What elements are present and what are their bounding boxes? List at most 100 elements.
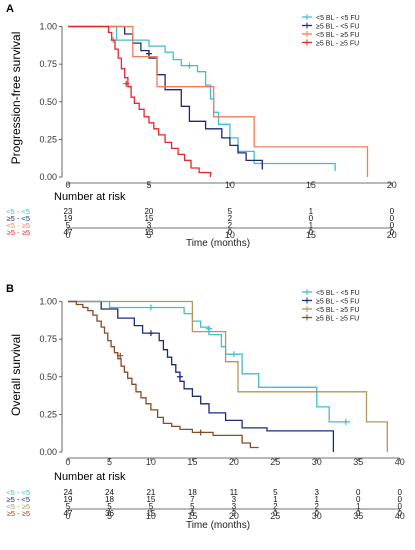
risk-value: 3 <box>315 488 320 497</box>
risk-row-label: ≥5 - ≥5 <box>7 509 30 518</box>
risk-value: 2 <box>228 214 233 223</box>
series-line-3 <box>68 300 388 452</box>
risk-value: 24 <box>64 488 73 497</box>
legend-entry: ≥5 BL - <5 FU <box>316 24 359 31</box>
x-tick-label: 0 <box>65 457 70 467</box>
risk-value: 0 <box>390 221 395 230</box>
x-tick-label: 10 <box>225 180 235 190</box>
risk-value: 15 <box>146 495 155 504</box>
y-tick-label: 0.00 <box>39 172 57 182</box>
censor-mark <box>176 373 183 380</box>
x-tick-label: 5 <box>107 457 112 467</box>
risk-axis-tick-label: 10 <box>225 230 235 240</box>
risk-row-label: ≥5 - <5 <box>6 214 30 223</box>
censor-mark <box>205 325 212 332</box>
risk-value: 0 <box>309 214 314 223</box>
risk-value: 3 <box>232 495 237 504</box>
risk-value: 5 <box>228 207 233 216</box>
risk-value: 18 <box>188 488 197 497</box>
panel-label: B <box>6 283 14 295</box>
censor-mark <box>145 50 152 57</box>
risk-value: 5 <box>107 502 112 511</box>
risk-value: 5 <box>66 502 71 511</box>
series-line-4 <box>68 300 259 449</box>
risk-row-label: ≥5 - ≥5 <box>7 228 30 237</box>
x-tick-label: 10 <box>146 457 156 467</box>
risk-value: 5 <box>190 502 195 511</box>
risk-axis-tick-label: 10 <box>146 511 156 521</box>
risk-axis-tick-label: 20 <box>387 230 397 240</box>
risk-value: 0 <box>397 509 402 518</box>
y-tick-label: 0.75 <box>39 334 57 344</box>
risk-value: 0 <box>356 488 361 497</box>
risk-value: 0 <box>356 495 361 504</box>
series-line-1 <box>68 300 350 423</box>
risk-value: 0 <box>228 228 233 237</box>
risk-value: 47 <box>64 228 73 237</box>
risk-table-title: Number at risk <box>54 471 126 483</box>
risk-value: 0 <box>356 509 361 518</box>
risk-axis-tick-label: 0 <box>65 230 70 240</box>
risk-axis-tick-label: 15 <box>306 230 316 240</box>
risk-axis-tick-label: 25 <box>270 511 280 521</box>
y-tick-label: 0.50 <box>39 372 57 382</box>
risk-value: 47 <box>64 509 73 518</box>
series-line-3 <box>68 25 369 177</box>
x-tick-label: 20 <box>229 457 239 467</box>
legend-entry: <5 BL - ≥5 FU <box>316 32 359 39</box>
censor-mark <box>186 62 193 69</box>
y-tick-label: 0.00 <box>39 447 57 457</box>
censor-mark <box>230 351 237 358</box>
y-tick-label: 1.00 <box>39 22 57 32</box>
risk-row-label: ≥5 - <5 <box>6 495 30 504</box>
risk-value: 7 <box>190 495 195 504</box>
x-tick-label: 25 <box>270 457 280 467</box>
legend-entry: <5 BL - ≥5 FU <box>316 307 359 314</box>
y-tick-label: 0.75 <box>39 59 57 69</box>
risk-value: 24 <box>105 488 114 497</box>
risk-value: 0 <box>315 509 320 518</box>
series-line-2 <box>68 25 263 170</box>
risk-value: 6 <box>190 509 195 518</box>
legend-entry: ≥5 BL - ≥5 FU <box>316 41 359 48</box>
series-line-4 <box>68 25 212 177</box>
y-tick-label: 0.25 <box>39 409 57 419</box>
risk-value: 19 <box>64 214 73 223</box>
x-tick-label: 20 <box>387 180 397 190</box>
x-tick-label: 35 <box>353 457 363 467</box>
risk-axis-tick-label: 15 <box>187 511 197 521</box>
risk-row-label: <5 - ≥5 <box>6 502 30 511</box>
risk-value: 5 <box>273 488 278 497</box>
risk-axis-tick-label: 20 <box>229 511 239 521</box>
risk-value: 1 <box>315 495 320 504</box>
risk-value: 1 <box>309 221 314 230</box>
y-tick-label: 0.50 <box>39 97 57 107</box>
censor-mark <box>147 330 154 337</box>
x-axis-label: Time (months) <box>186 520 250 531</box>
risk-value: 20 <box>144 207 153 216</box>
risk-value: 0 <box>273 509 278 518</box>
x-tick-label: 15 <box>187 457 197 467</box>
risk-axis-tick-label: 40 <box>395 511 405 521</box>
risk-row-label: <5 - ≥5 <box>6 221 30 230</box>
risk-row-label: <5 - <5 <box>6 488 30 497</box>
legend-entry: ≥5 BL - ≥5 FU <box>316 316 359 323</box>
risk-value: 2 <box>228 221 233 230</box>
risk-value: 0 <box>397 502 402 511</box>
legend-entry: <5 BL - <5 FU <box>316 15 360 22</box>
x-tick-label: 40 <box>395 457 405 467</box>
x-tick-label: 30 <box>312 457 322 467</box>
risk-value: 15 <box>144 214 153 223</box>
risk-axis-tick-label: 35 <box>353 511 363 521</box>
risk-value: 0 <box>390 207 395 216</box>
y-axis-label: Overall survival <box>9 334 23 416</box>
y-tick-label: 1.00 <box>39 297 57 307</box>
censor-mark <box>197 429 204 436</box>
panel-label: A <box>6 3 14 15</box>
risk-value: 0 <box>390 228 395 237</box>
risk-value: 1 <box>356 502 361 511</box>
x-tick-label: 5 <box>146 180 151 190</box>
legend-entry: <5 BL - <5 FU <box>316 290 360 297</box>
